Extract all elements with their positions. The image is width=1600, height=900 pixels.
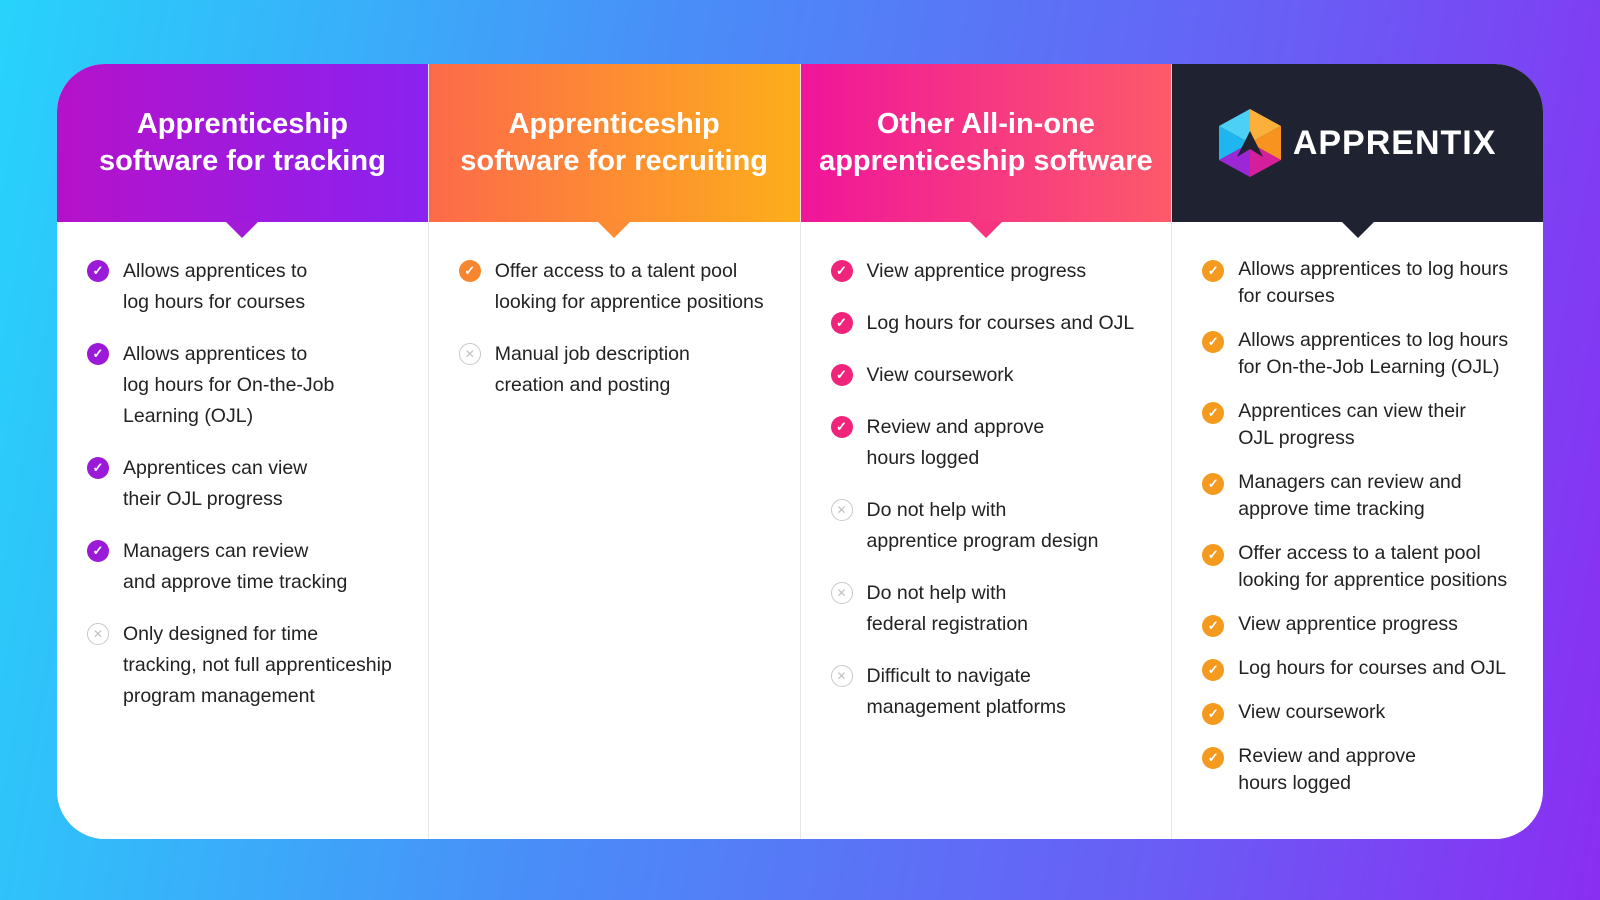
feature-list: ✓ Allows apprentices to log hours for cou… — [1172, 222, 1543, 797]
list-item: ✓ Allows apprentices to log hours for cou… — [1202, 256, 1523, 310]
item-text: View apprentice progress — [1238, 613, 1458, 635]
item-text: Allows apprentices to log hours for cour… — [123, 260, 308, 313]
list-item: ✓ Allows apprentices to log hours for On-… — [87, 339, 408, 432]
column-title: Apprenticeship software for recruiting — [460, 108, 769, 177]
item-text: Allows apprentices to log hours for cour… — [1238, 258, 1509, 307]
x-circle-icon: ✕ — [458, 343, 481, 365]
column-header: Apprenticeship software for tracking — [57, 64, 428, 238]
check-circle-icon: ✓ — [1202, 402, 1225, 424]
list-item: ✓ Log hours for courses and OJL — [1202, 655, 1523, 682]
check-circle-icon: ✓ — [830, 364, 853, 386]
item-text: Managers can review and approve time tra… — [123, 540, 348, 593]
list-item: ✕ Only designed for time tracking, not fu… — [87, 619, 408, 712]
check-circle-icon: ✓ — [1202, 331, 1225, 353]
item-text: Allows apprentices to log hours for On-t… — [1238, 329, 1509, 378]
item-text: Log hours for courses and OJL — [1238, 657, 1506, 679]
item-text: Apprentices can view their OJL progress — [123, 457, 308, 510]
list-item: ✓ View apprentice progress — [830, 256, 1152, 287]
column-title: Apprenticeship software for tracking — [98, 108, 386, 177]
comparison-card: Apprenticeship software for tracking ✓ Al… — [57, 64, 1543, 839]
item-text: Do not help with apprentice program desi… — [866, 499, 1099, 552]
x-circle-icon: ✕ — [830, 582, 853, 604]
item-text: Do not help with federal registration — [866, 582, 1029, 635]
feature-list: ✓ Allows apprentices to log hours for cou… — [57, 222, 428, 712]
check-circle-icon: ✓ — [1202, 260, 1225, 282]
item-text: View coursework — [1238, 701, 1386, 723]
check-circle-icon: ✓ — [830, 312, 853, 334]
hexagon-logo-icon — [1218, 109, 1281, 177]
check-circle-icon: ✓ — [1202, 615, 1225, 637]
x-circle-icon: ✕ — [830, 665, 853, 687]
check-circle-icon: ✓ — [87, 343, 109, 365]
column-recruiting: Apprenticeship software for recruiting ✓… — [428, 64, 801, 839]
feature-list: ✓ View apprentice progress ✓ Log hours for … — [801, 222, 1172, 723]
pointer-arrow — [1340, 221, 1375, 238]
list-item: ✓ Offer access to a talent pool looking f… — [1202, 540, 1523, 594]
column-tracking: Apprenticeship software for tracking ✓ Al… — [57, 64, 429, 839]
list-item: ✕ Manual job description creation and pos… — [458, 339, 780, 401]
check-circle-icon: ✓ — [1202, 747, 1225, 769]
item-text: Log hours for courses and OJL — [866, 312, 1135, 334]
item-text: Apprentices can view their OJL progress — [1238, 400, 1466, 449]
logo-wordmark: APPRENTIX — [1292, 123, 1497, 162]
column-header: APPRENTIX — [1172, 64, 1543, 238]
item-text: View apprentice progress — [866, 260, 1087, 282]
x-circle-icon: ✕ — [87, 623, 109, 645]
list-item: ✓ Review and approve hours logged — [1202, 743, 1523, 797]
check-circle-icon: ✓ — [830, 260, 853, 282]
list-item: ✓ Managers can review and approve time tr… — [1202, 469, 1523, 523]
list-item: ✓ Review and approve hours logged — [830, 412, 1152, 474]
pointer-arrow — [968, 221, 1003, 238]
check-circle-icon: ✓ — [1202, 659, 1225, 681]
item-text: Allows apprentices to log hours for On-t… — [123, 343, 335, 427]
item-text: Review and approve hours logged — [866, 416, 1045, 469]
list-item: ✓ View apprentice progress — [1202, 611, 1523, 638]
column-header: Apprenticeship software for recruiting — [428, 64, 800, 238]
item-text: Only designed for time tracking, not ful… — [123, 623, 392, 707]
x-circle-icon: ✕ — [830, 499, 853, 521]
list-item: ✓ Apprentices can view their OJL progress — [87, 453, 408, 515]
item-text: Managers can review and approve time tra… — [1238, 471, 1462, 520]
item-text: Offer access to a talent pool looking fo… — [494, 260, 764, 313]
check-circle-icon: ✓ — [87, 260, 109, 282]
list-item: ✓ Allows apprentices to log hours for cou… — [87, 256, 408, 318]
item-text: View coursework — [866, 364, 1014, 386]
check-circle-icon: ✓ — [87, 457, 109, 479]
list-item: ✓ Allows apprentices to log hours for On-… — [1202, 327, 1523, 381]
column-title: Other All-in-one apprenticeship software — [819, 108, 1153, 177]
list-item: ✕ Do not help with apprentice program des… — [830, 495, 1152, 557]
list-item: ✓ View coursework — [830, 360, 1152, 391]
list-item: ✓ Managers can review and approve time tr… — [87, 536, 408, 598]
check-circle-icon: ✓ — [458, 260, 481, 282]
column-apprentix: APPRENTIX ✓ Allows apprentices to log hou… — [1172, 64, 1543, 839]
check-circle-icon: ✓ — [1202, 544, 1225, 566]
column-header: Other All-in-one apprenticeship software — [800, 64, 1172, 238]
list-item: ✕ Do not help with federal registration — [830, 578, 1152, 640]
column-all-in-one: Other All-in-one apprenticeship software… — [800, 64, 1173, 839]
item-text: Manual job description creation and post… — [494, 343, 690, 396]
list-item: ✓ Apprentices can view their OJL progress — [1202, 398, 1523, 452]
item-text: Offer access to a talent pool looking fo… — [1238, 542, 1508, 591]
list-item: ✕ Difficult to navigate management platfo… — [830, 661, 1152, 723]
list-item: ✓ Log hours for courses and OJL — [830, 308, 1152, 339]
pointer-arrow — [597, 221, 632, 238]
check-circle-icon: ✓ — [87, 540, 109, 562]
apprentix-logo: APPRENTIX — [1218, 109, 1497, 177]
feature-list: ✓ Offer access to a talent pool looking f… — [429, 222, 800, 401]
item-text: Review and approve hours logged — [1238, 745, 1417, 794]
pointer-arrow — [225, 221, 260, 238]
check-circle-icon: ✓ — [830, 416, 853, 438]
list-item: ✓ Offer access to a talent pool looking f… — [458, 256, 780, 318]
check-circle-icon: ✓ — [1202, 703, 1225, 725]
list-item: ✓ View coursework — [1202, 699, 1523, 726]
check-circle-icon: ✓ — [1202, 473, 1225, 495]
item-text: Difficult to navigate management platfor… — [866, 665, 1066, 718]
